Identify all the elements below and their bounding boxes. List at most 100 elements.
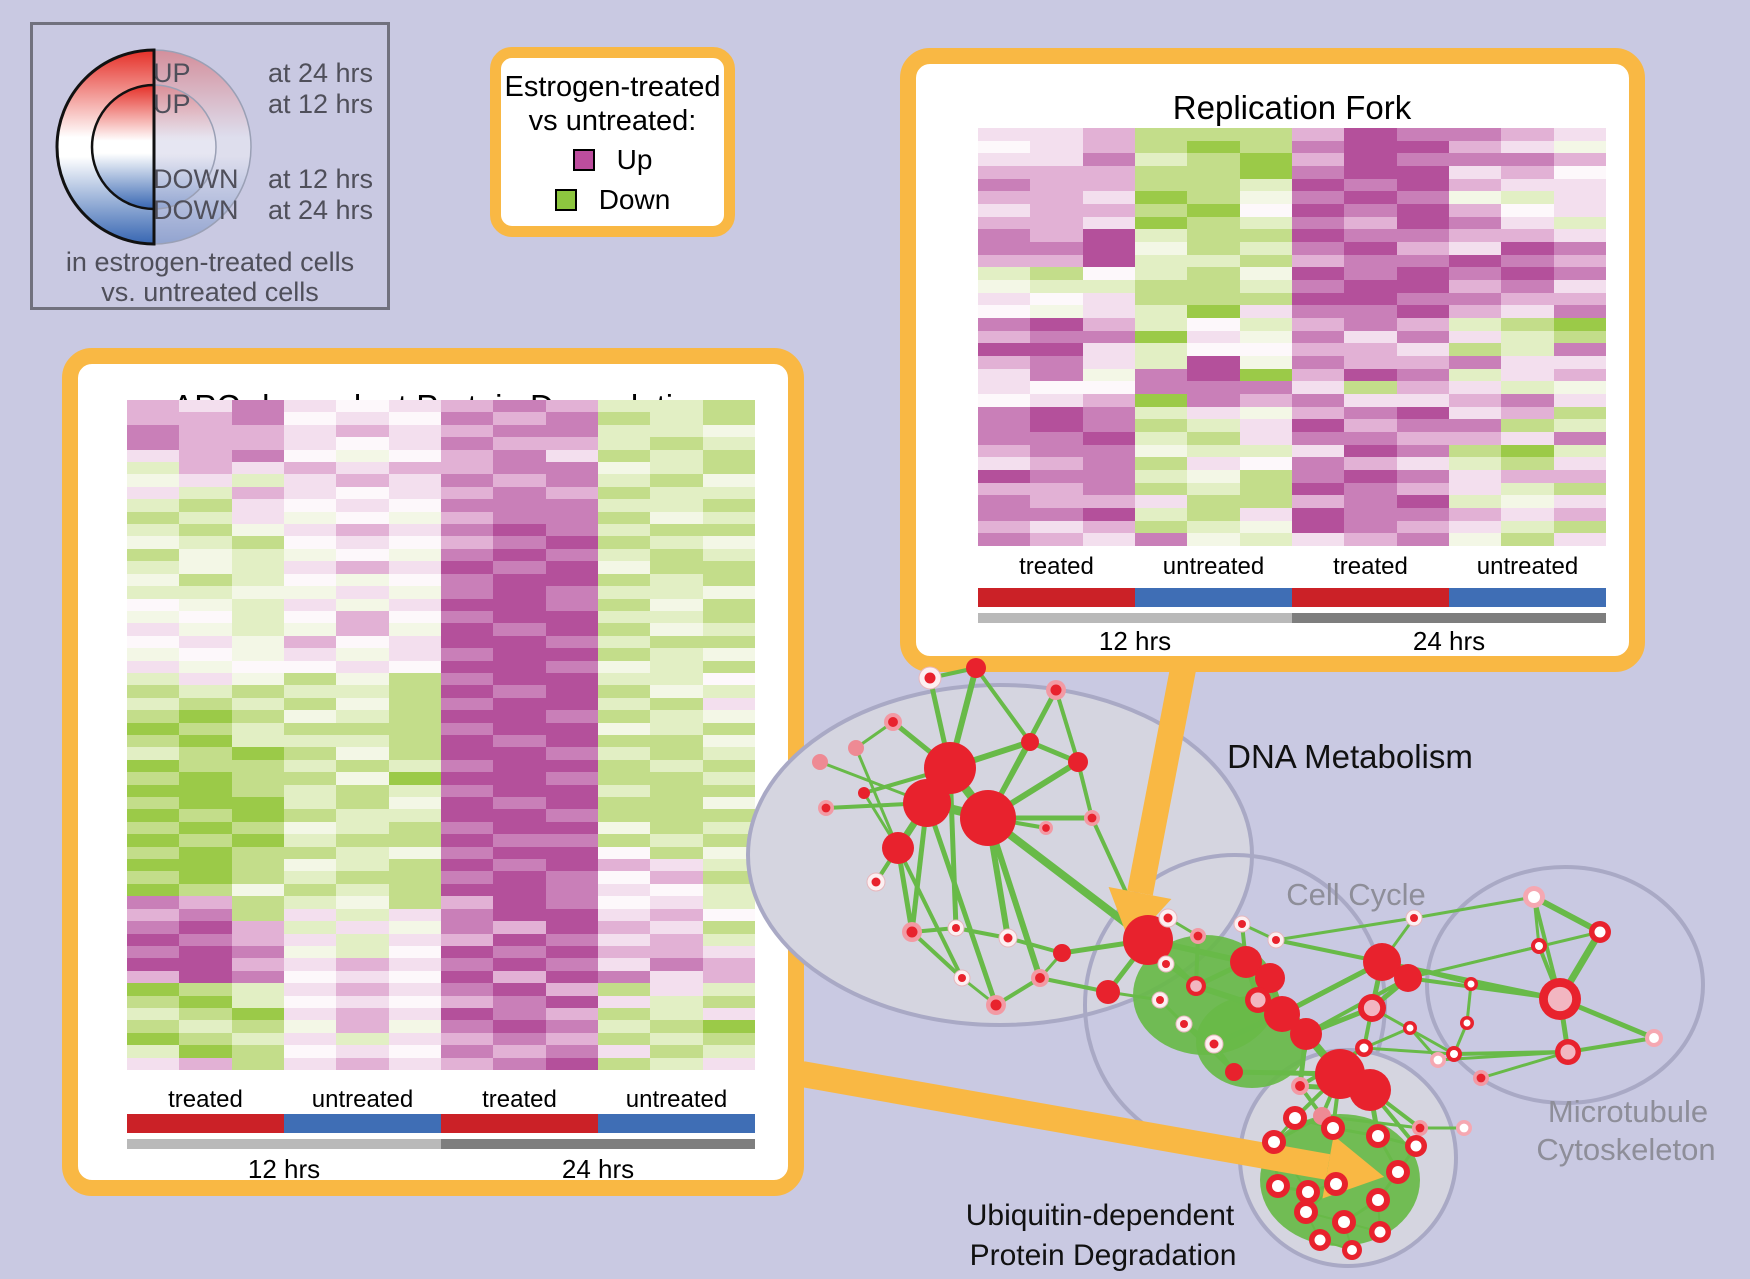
heatmap-cell: [127, 933, 180, 946]
heatmap-cell: [1187, 419, 1240, 432]
heatmap-cell: [597, 772, 651, 785]
heatmap-cell: [493, 511, 546, 525]
heatmap-cell: [1187, 330, 1240, 344]
network-node-u12: [1309, 1229, 1331, 1251]
heatmap-cell: [1291, 381, 1345, 394]
heatmap-cell: [1291, 533, 1345, 546]
heatmap-cell: [440, 983, 494, 996]
heatmap-cell: [1291, 242, 1345, 255]
heatmap-cell: [283, 660, 337, 673]
network-node-u2: [1372, 1130, 1384, 1142]
heatmap-cell: [702, 424, 755, 438]
heatmap-cell: [1448, 368, 1502, 382]
heatmap-cell: [597, 400, 651, 413]
network-edge: [909, 802, 930, 933]
heatmap-cell: [650, 859, 703, 872]
heatmap-cell: [597, 1057, 651, 1070]
heatmap-cell: [179, 424, 232, 438]
heatmap-cell: [179, 958, 232, 971]
heatmap-cell: [1239, 204, 1292, 217]
network-edge: [1147, 937, 1247, 965]
heatmap-cell: [493, 772, 546, 785]
heatmap-cell: [1448, 128, 1502, 141]
heatmap-cell: [336, 921, 389, 934]
network-node-d16: [1053, 944, 1071, 962]
heatmap-cell: [336, 1007, 389, 1021]
heatmap-cell: [1082, 318, 1135, 331]
heatmap-cell: [1344, 356, 1397, 369]
heatmap-cell: [1030, 166, 1083, 179]
network-edge: [1413, 895, 1535, 920]
legend-down-inner-t: at 12 hrs: [267, 164, 373, 194]
heatmap-cell: [388, 1020, 441, 1033]
heatmap-cell: [440, 784, 494, 798]
heatmap-cell: [1396, 495, 1449, 508]
heatmap-cell: [597, 660, 651, 673]
heatmap-cell: [597, 921, 651, 934]
heatmap-cell: [493, 573, 546, 587]
heatmap-cell: [1448, 280, 1502, 293]
heatmap-cell: [597, 784, 651, 798]
network-edge: [1107, 990, 1161, 1002]
heatmap-cell: [231, 573, 284, 587]
heatmap-cell: [1239, 533, 1292, 546]
network-node-d19: [953, 969, 971, 987]
network-node-c11: [1250, 992, 1266, 1008]
heatmap-cell: [231, 809, 284, 822]
network-node-m2: [1531, 938, 1547, 954]
heatmap-cell: [1030, 457, 1083, 470]
heatmap-cell: [702, 809, 755, 822]
heatmap-cell: [702, 598, 755, 611]
network-edge: [874, 846, 900, 884]
heatmap-cell: [597, 462, 651, 475]
heatmap-cell: [1030, 470, 1083, 483]
network-edge: [1273, 1114, 1323, 1144]
heatmap-cell: [231, 772, 284, 785]
heatmap-cell: [650, 970, 703, 984]
network-node-d4: [848, 740, 864, 756]
heatmap-cell: [336, 933, 389, 946]
network-edge: [863, 766, 951, 795]
heatmap-cell: [702, 561, 755, 574]
heatmap-cell: [1553, 267, 1606, 280]
heatmap-cell: [179, 710, 232, 723]
heatmap-cell: [388, 598, 441, 611]
heatmap-cell: [597, 499, 651, 512]
heatmap-cell: [231, 710, 284, 723]
heatmap-cell: [127, 548, 180, 562]
heatmap-cell: [440, 685, 494, 698]
heatmap-cell: [231, 548, 284, 562]
heatmap-cell: [545, 859, 598, 872]
heatmap-cell: [545, 710, 598, 723]
heatmap-cell: [1134, 318, 1188, 331]
heatmap-cell: [597, 908, 651, 922]
heatmap-cell: [179, 970, 232, 984]
network-edge: [1559, 996, 1655, 1041]
heatmap-cell: [179, 871, 232, 884]
network-edge: [1331, 1073, 1342, 1129]
heatmap-cell: [1553, 406, 1606, 420]
network-node-c10: [1255, 963, 1285, 993]
heatmap-cell: [231, 759, 284, 773]
network-node-c5: [1186, 976, 1206, 996]
heatmap-cell: [1553, 128, 1606, 141]
heatmap-cell: [702, 524, 755, 537]
heatmap-cell: [1030, 242, 1083, 255]
network-edge: [985, 688, 1059, 820]
heatmap-cell: [440, 623, 494, 636]
heatmap-cell: [1134, 406, 1188, 420]
timepoint-label: 12 hrs: [247, 1154, 321, 1184]
heatmap-cell: [179, 1007, 232, 1021]
heatmap-cell: [388, 648, 441, 661]
network-edge: [1320, 1073, 1342, 1117]
heatmap-cell: [1448, 533, 1502, 546]
heatmap-cell: [1187, 457, 1240, 470]
heatmap-cell: [493, 548, 546, 562]
heatmap-cell: [1448, 178, 1502, 192]
heatmap-cell: [388, 921, 441, 934]
network-node-u5: [1272, 1180, 1284, 1192]
heatmap-cell: [336, 821, 389, 835]
heatmap-cell: [388, 759, 441, 773]
network-edge: [1381, 960, 1561, 1001]
heatmap-cell: [1187, 470, 1240, 483]
